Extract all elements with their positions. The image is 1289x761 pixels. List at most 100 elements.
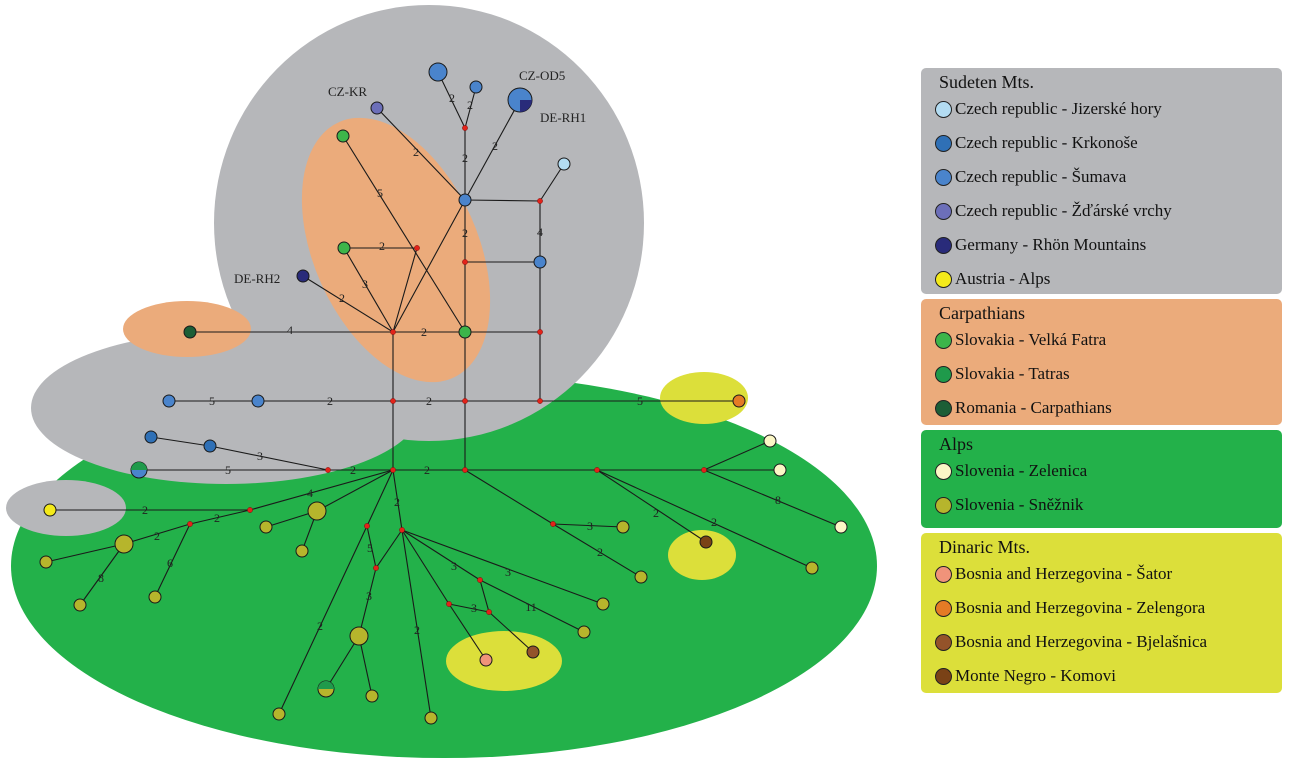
network-edge bbox=[325, 635, 360, 690]
node-label-de-rh1: DE-RH1 bbox=[540, 110, 586, 125]
network-edge bbox=[376, 107, 466, 201]
edge-mutation-count: 2 bbox=[413, 145, 419, 159]
network-edge bbox=[79, 543, 125, 606]
median-vector bbox=[462, 259, 468, 265]
median-vector bbox=[399, 527, 405, 533]
network-edge bbox=[358, 635, 373, 697]
median-vector bbox=[373, 565, 379, 571]
edge-mutation-count: 3 bbox=[471, 601, 477, 615]
legend-swatch bbox=[935, 202, 952, 220]
edge-mutation-count: 2 bbox=[327, 394, 333, 408]
edge-mutation-count: 2 bbox=[154, 529, 160, 543]
median-vector bbox=[477, 577, 483, 583]
haplotype-node bbox=[43, 503, 57, 517]
legend-item-label: Bosnia and Herzegovina - Šator bbox=[955, 564, 1173, 583]
haplotype-node bbox=[336, 129, 350, 143]
edge-mutation-count: 3 bbox=[451, 559, 457, 573]
median-vector bbox=[462, 125, 468, 131]
haplotype-node bbox=[183, 325, 197, 339]
haplotype-node-slice bbox=[318, 681, 334, 689]
haplotype-node bbox=[349, 626, 369, 646]
haplotype-node bbox=[533, 255, 547, 269]
legend-swatch bbox=[935, 667, 952, 685]
node-labels: CZ-KR CZ-OD5 DE-RH1 DE-RH2 bbox=[234, 68, 586, 286]
network-edge bbox=[596, 469, 707, 543]
network-edge bbox=[302, 275, 394, 333]
legend-swatch bbox=[935, 565, 952, 583]
legend-item-label: Slovenia - Zelenica bbox=[955, 461, 1088, 480]
edge-mutation-count: 2 bbox=[339, 291, 345, 305]
network-edge bbox=[488, 611, 534, 653]
median-vector bbox=[550, 521, 556, 527]
network-edge bbox=[189, 509, 251, 525]
legend-item: Romania - Carpathians bbox=[921, 391, 1282, 425]
median-vector bbox=[537, 398, 543, 404]
haplotype-node bbox=[144, 430, 158, 444]
edge-mutation-count: 4 bbox=[287, 323, 293, 337]
median-vector bbox=[701, 467, 707, 473]
dinaric-region-zelengora bbox=[660, 372, 748, 424]
median-vector bbox=[462, 467, 468, 473]
edge-mutation-count: 3 bbox=[505, 565, 511, 579]
legend-title-sudeten: Sudeten Mts. bbox=[939, 72, 1035, 92]
legend-item: Slovenia - Sněžnik bbox=[921, 488, 1282, 522]
legend-item-label: Czech republic - Žďárské vrchy bbox=[955, 201, 1172, 220]
haplotype-node bbox=[479, 653, 493, 667]
network-edge bbox=[401, 529, 604, 605]
legend-items-dinaric: Bosnia and Herzegovina - Šator Bosnia and… bbox=[935, 557, 1282, 693]
network-edge bbox=[448, 603, 487, 661]
network-edge bbox=[596, 469, 813, 569]
node-label-cz-od5: CZ-OD5 bbox=[519, 68, 565, 83]
edge-mutation-count: 2 bbox=[462, 226, 468, 240]
legend-title-carpathians: Carpathians bbox=[939, 303, 1025, 323]
network-edge bbox=[552, 523, 624, 528]
median-vector bbox=[187, 521, 193, 527]
edge-mutation-count: 3 bbox=[587, 519, 593, 533]
network-edge bbox=[437, 71, 466, 129]
haplotype-node bbox=[805, 561, 819, 575]
network-edge bbox=[278, 525, 368, 715]
edge-mutation-count: 2 bbox=[214, 511, 220, 525]
legend-title-dinaric: Dinaric Mts. bbox=[939, 537, 1030, 557]
haplotype-node bbox=[148, 590, 162, 604]
network-edge bbox=[150, 436, 211, 447]
legend-items-carpathians: Slovakia - Velká Fatra Slovakia - Tatras R… bbox=[935, 323, 1282, 425]
legend-item: Austria - Alps bbox=[921, 262, 1282, 296]
node-label-cz-kr: CZ-KR bbox=[328, 84, 367, 99]
haplotype-node bbox=[763, 434, 777, 448]
median-vector bbox=[390, 467, 396, 473]
median-vector bbox=[446, 601, 452, 607]
haplotype-node bbox=[39, 555, 53, 569]
median-vector bbox=[390, 329, 396, 335]
haplotype-node bbox=[834, 520, 848, 534]
network-edge bbox=[479, 579, 490, 613]
edge-mutation-count: 2 bbox=[379, 239, 385, 253]
legend-group-sudeten: Sudeten Mts. Czech republic - Jizerské h… bbox=[921, 68, 1282, 294]
legend-title-alps: Alps bbox=[939, 434, 974, 454]
legend-item: Bosnia and Herzegovina - Šator bbox=[921, 557, 1282, 591]
network-edges bbox=[45, 71, 842, 719]
network-edge bbox=[123, 523, 191, 545]
median-vector bbox=[414, 245, 420, 251]
dinaric-region-sator bbox=[446, 631, 562, 691]
legend-item: Czech republic - Šumava bbox=[921, 160, 1282, 194]
legend-swatch bbox=[935, 462, 952, 480]
edge-mutation-count: 4 bbox=[307, 486, 313, 500]
edge-mutation-count: 2 bbox=[424, 463, 430, 477]
network-edge bbox=[154, 523, 191, 598]
haplotype-node bbox=[732, 394, 746, 408]
haplotype-node bbox=[469, 80, 483, 94]
haplotype-node bbox=[73, 598, 87, 612]
network-edge bbox=[703, 440, 771, 471]
legend-swatch bbox=[935, 270, 952, 288]
network-edge bbox=[343, 247, 394, 333]
network-edge bbox=[366, 525, 377, 569]
edge-mutation-count: 2 bbox=[597, 545, 603, 559]
legend-item: Czech republic - Krkonoše bbox=[921, 126, 1282, 160]
network-edge bbox=[316, 469, 394, 512]
network-edge bbox=[479, 579, 585, 633]
edge-mutation-count: 5 bbox=[367, 541, 373, 555]
network-edge bbox=[401, 529, 432, 719]
